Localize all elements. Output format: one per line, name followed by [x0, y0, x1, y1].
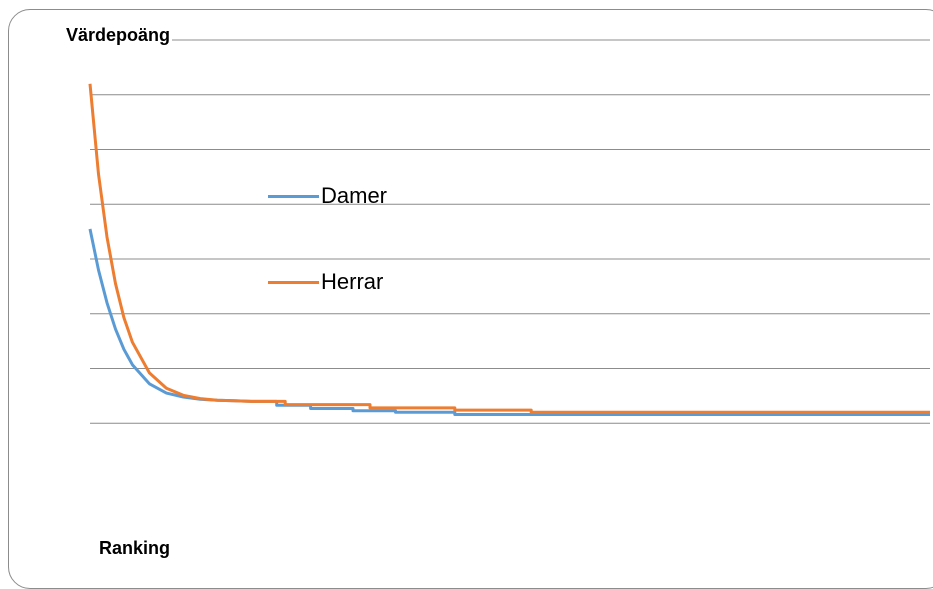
series-lines	[88, 83, 930, 416]
gridlines	[90, 39, 930, 424]
legend-swatch-damer	[268, 194, 319, 198]
legend-label-damer: Damer	[321, 183, 388, 208]
legend-item-damer: Damer	[268, 176, 387, 216]
legend-item-herrar: Herrar	[268, 262, 387, 302]
chart-frame	[8, 9, 933, 589]
legend: Damer Herrar	[268, 176, 387, 348]
legend-label-herrar: Herrar	[321, 269, 384, 294]
x-axis-label: Ranking	[99, 538, 171, 558]
series-line-herrar	[88, 83, 930, 414]
legend-swatch-herrar	[268, 280, 319, 284]
y-axis-label: Värdepoäng	[66, 25, 173, 46]
series-line-damer	[88, 228, 930, 416]
